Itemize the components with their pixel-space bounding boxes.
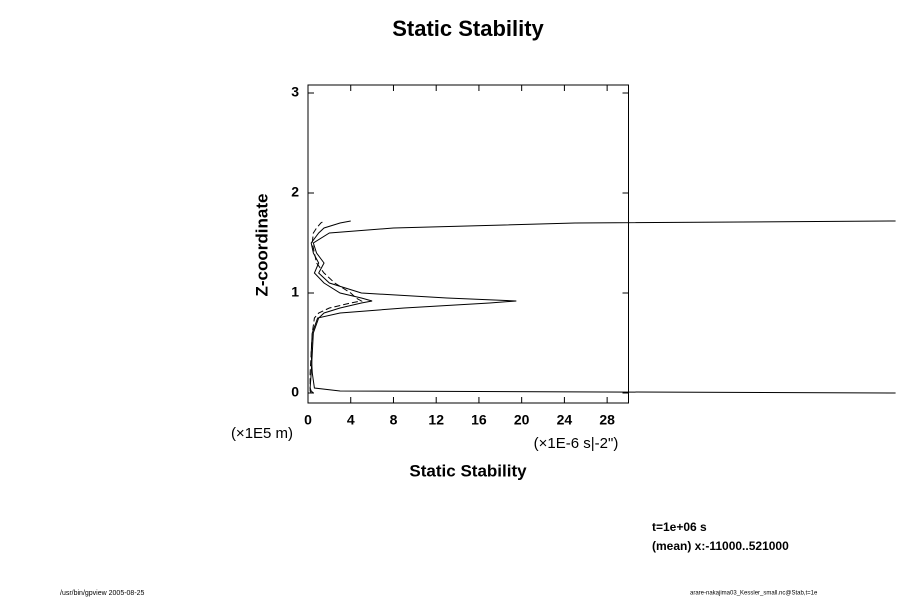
y-axis-label: Z-coordinate [252,194,271,297]
y-tick-label: 0 [291,384,299,400]
plot-frame [307,84,629,404]
x-tick-label: 0 [304,412,312,428]
x-tick-label: 16 [471,412,487,428]
y-tick-label: 2 [291,184,299,200]
y-axis-unit: (×1E5 m) [231,425,293,442]
footer: arare-nakajima03_Kessler_small.nc@Stab,t… [690,591,818,597]
annotation: (mean) x:-11000..521000 [652,539,789,553]
x-tick-label: 20 [514,412,530,428]
profile-line [309,220,363,394]
y-tick-label: 3 [291,84,299,100]
profile-line [310,220,896,394]
chart-title: Static Stability [392,16,544,41]
annotation: t=1e+06 s [652,520,707,534]
x-tick-label: 28 [599,412,615,428]
x-tick-label: 4 [347,412,355,428]
x-tick-label: 12 [428,412,444,428]
x-axis-unit: (×1E-6 s|-2") [534,435,619,452]
x-tick-label: 8 [390,412,398,428]
x-tick-label: 24 [557,412,573,428]
y-tick-label: 1 [291,284,299,300]
x-axis-label: Static Stability [409,461,527,480]
footer: /usr/bin/gpview 2005-08-25 [60,590,145,597]
profile-line [309,220,373,394]
